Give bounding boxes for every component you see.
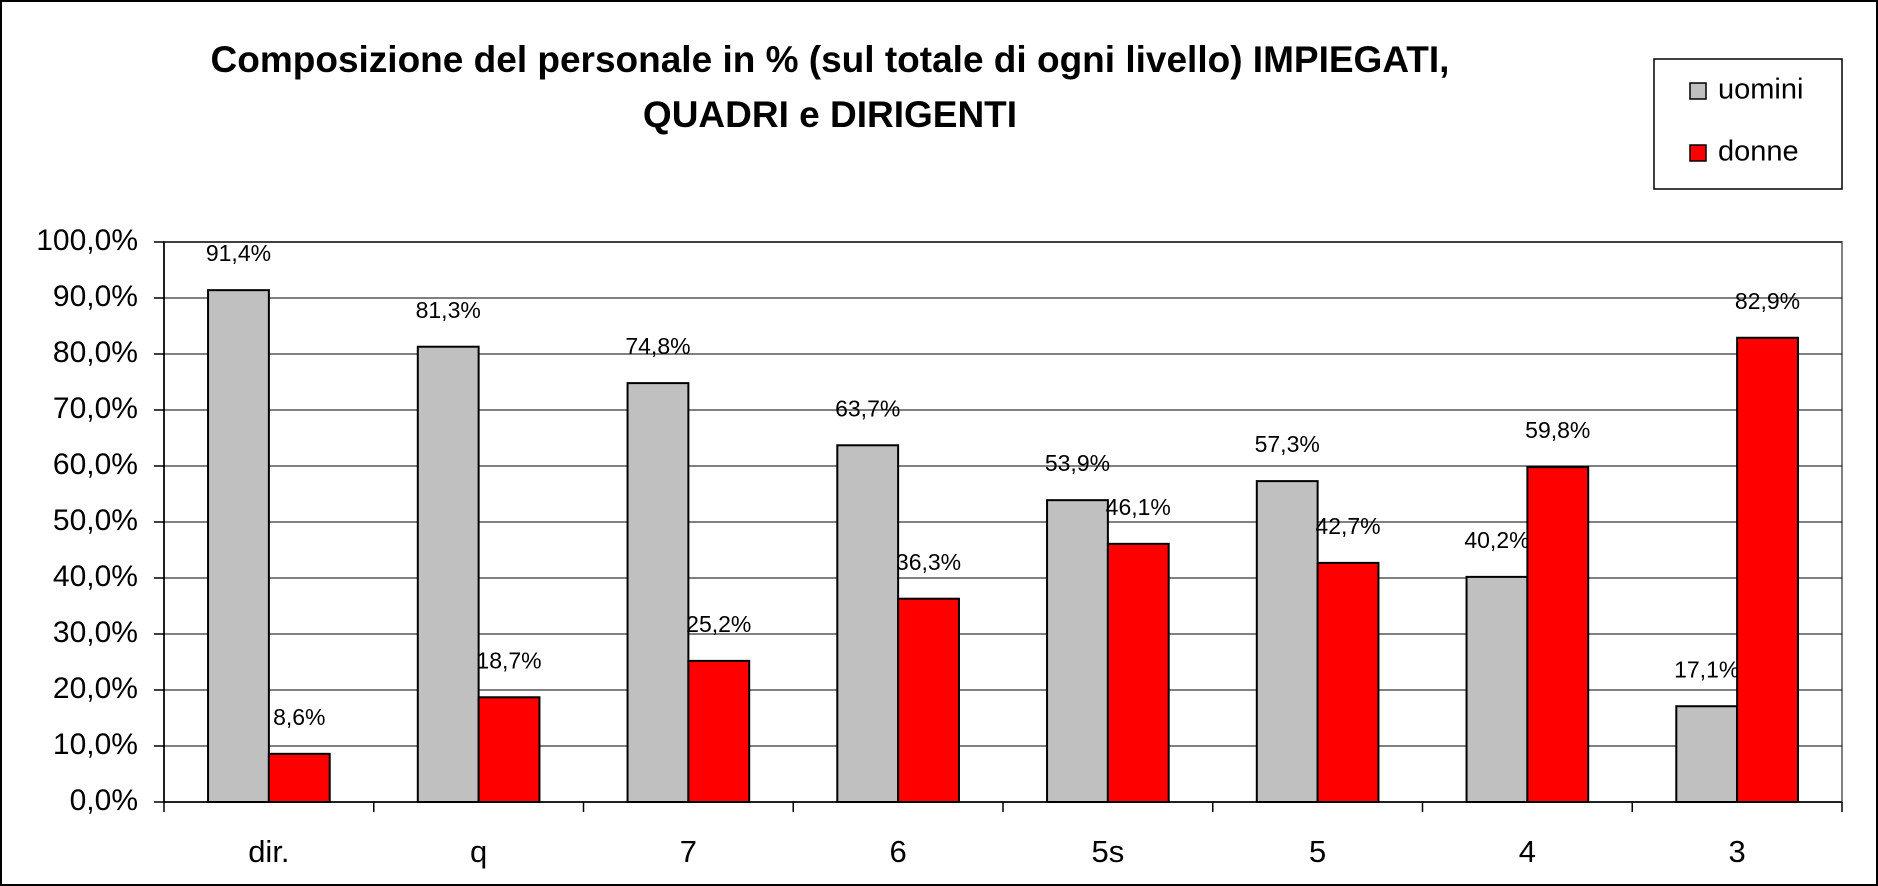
bar <box>626 382 690 803</box>
x-tick-label: dir. <box>248 834 289 869</box>
value-label: 74,8% <box>625 333 690 359</box>
bar <box>687 659 751 803</box>
value-label: 59,8% <box>1525 417 1590 443</box>
legend-box <box>1653 58 1843 190</box>
bar <box>836 444 900 803</box>
value-label: 63,7% <box>835 395 900 421</box>
bar <box>207 289 270 803</box>
x-tick-label: 6 <box>890 834 907 869</box>
value-label: 18,7% <box>476 647 541 673</box>
value-label: 40,2% <box>1464 527 1529 553</box>
bar <box>267 752 331 804</box>
value-label: 53,9% <box>1045 450 1110 476</box>
bar <box>1316 561 1380 803</box>
y-tick-label: 60,0% <box>53 448 138 481</box>
bar <box>897 597 960 803</box>
value-label: 82,9% <box>1735 288 1800 314</box>
value-label: 46,1% <box>1106 494 1171 520</box>
value-label: 42,7% <box>1315 513 1380 539</box>
x-tick-label: q <box>470 834 487 869</box>
legend-label: donne <box>1718 136 1799 168</box>
x-tick-label: 5s <box>1092 834 1125 869</box>
x-tick-label: 4 <box>1519 834 1536 869</box>
x-tick-label: 5 <box>1309 834 1326 869</box>
value-label: 81,3% <box>416 297 481 323</box>
value-label: 57,3% <box>1255 431 1320 457</box>
y-tick-label: 50,0% <box>53 504 138 537</box>
legend-swatch <box>1689 82 1707 100</box>
bar <box>1526 466 1590 803</box>
value-label: 25,2% <box>686 611 751 637</box>
y-tick-label: 10,0% <box>53 728 138 761</box>
value-label: 17,1% <box>1674 656 1739 682</box>
bar <box>1465 575 1529 803</box>
value-label: 91,4% <box>206 240 271 266</box>
bar <box>1675 705 1739 803</box>
value-label: 8,6% <box>273 704 325 730</box>
y-tick-label: 80,0% <box>53 336 138 369</box>
y-tick-label: 70,0% <box>53 392 138 425</box>
y-tick-label: 100,0% <box>36 224 138 257</box>
y-tick-label: 90,0% <box>53 280 138 313</box>
chart-title: Composizione del personale in % (sul tot… <box>211 39 1450 80</box>
bar <box>1736 336 1799 803</box>
legend-label: uomini <box>1718 74 1803 106</box>
bar <box>477 696 541 804</box>
y-tick-label: 30,0% <box>53 616 138 649</box>
value-label: 36,3% <box>896 549 961 575</box>
bar <box>1046 499 1109 803</box>
y-tick-label: 0,0% <box>70 784 138 817</box>
bar <box>1255 480 1319 803</box>
x-tick-label: 7 <box>680 834 697 869</box>
y-tick-label: 20,0% <box>53 672 138 705</box>
chart-title: QUADRI e DIRIGENTI <box>643 94 1017 135</box>
x-tick-label: 3 <box>1729 834 1746 869</box>
bar <box>1106 542 1170 804</box>
y-tick-label: 40,0% <box>53 560 138 593</box>
bar <box>416 345 480 803</box>
legend-swatch <box>1689 144 1707 162</box>
